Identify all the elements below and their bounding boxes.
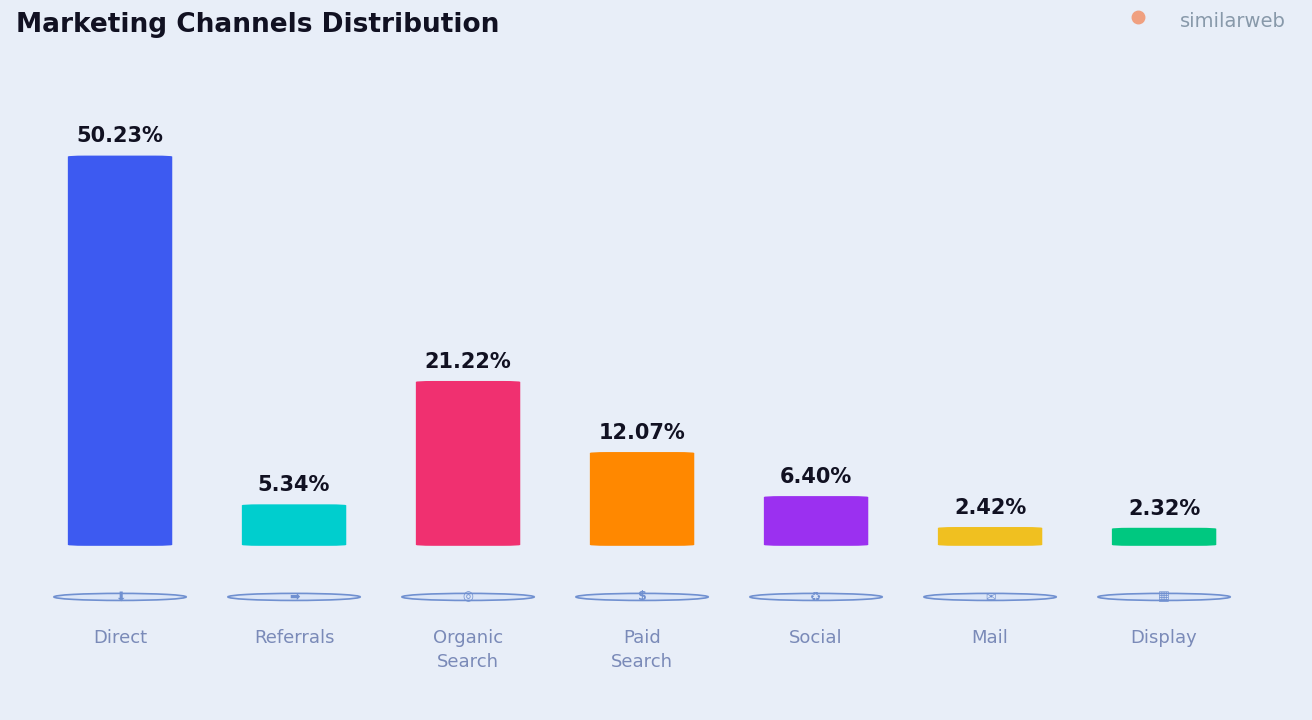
Text: 2.32%: 2.32% — [1128, 498, 1200, 518]
Circle shape — [924, 593, 1056, 600]
FancyBboxPatch shape — [1111, 528, 1216, 546]
Circle shape — [228, 593, 361, 600]
FancyBboxPatch shape — [590, 452, 694, 546]
FancyBboxPatch shape — [416, 381, 521, 546]
Text: 12.07%: 12.07% — [598, 423, 685, 443]
Text: 2.42%: 2.42% — [954, 498, 1026, 518]
FancyBboxPatch shape — [764, 496, 869, 546]
Text: Marketing Channels Distribution: Marketing Channels Distribution — [16, 12, 499, 37]
Text: $: $ — [638, 590, 647, 603]
FancyBboxPatch shape — [938, 527, 1042, 546]
Text: Referrals: Referrals — [253, 629, 335, 647]
Circle shape — [1098, 593, 1231, 600]
Text: ➡: ➡ — [289, 590, 299, 603]
Circle shape — [401, 593, 534, 600]
Text: Mail: Mail — [972, 629, 1009, 647]
Text: ▦: ▦ — [1158, 590, 1170, 603]
Text: Social: Social — [790, 629, 842, 647]
Text: Paid
Search: Paid Search — [611, 629, 673, 671]
Text: ♻: ♻ — [811, 590, 821, 603]
Text: 6.40%: 6.40% — [779, 467, 853, 487]
Text: 50.23%: 50.23% — [76, 126, 164, 146]
Circle shape — [750, 593, 882, 600]
Circle shape — [54, 593, 186, 600]
FancyBboxPatch shape — [241, 504, 346, 546]
Text: Organic
Search: Organic Search — [433, 629, 502, 671]
Text: similarweb: similarweb — [1179, 12, 1286, 30]
Text: 5.34%: 5.34% — [258, 475, 331, 495]
Text: ⬇: ⬇ — [114, 590, 126, 603]
FancyBboxPatch shape — [68, 156, 172, 546]
Text: Display: Display — [1131, 629, 1198, 647]
Text: ◎: ◎ — [463, 590, 474, 603]
Text: 21.22%: 21.22% — [425, 351, 512, 372]
Circle shape — [576, 593, 708, 600]
Text: ✉: ✉ — [985, 590, 996, 603]
Text: Direct: Direct — [93, 629, 147, 647]
